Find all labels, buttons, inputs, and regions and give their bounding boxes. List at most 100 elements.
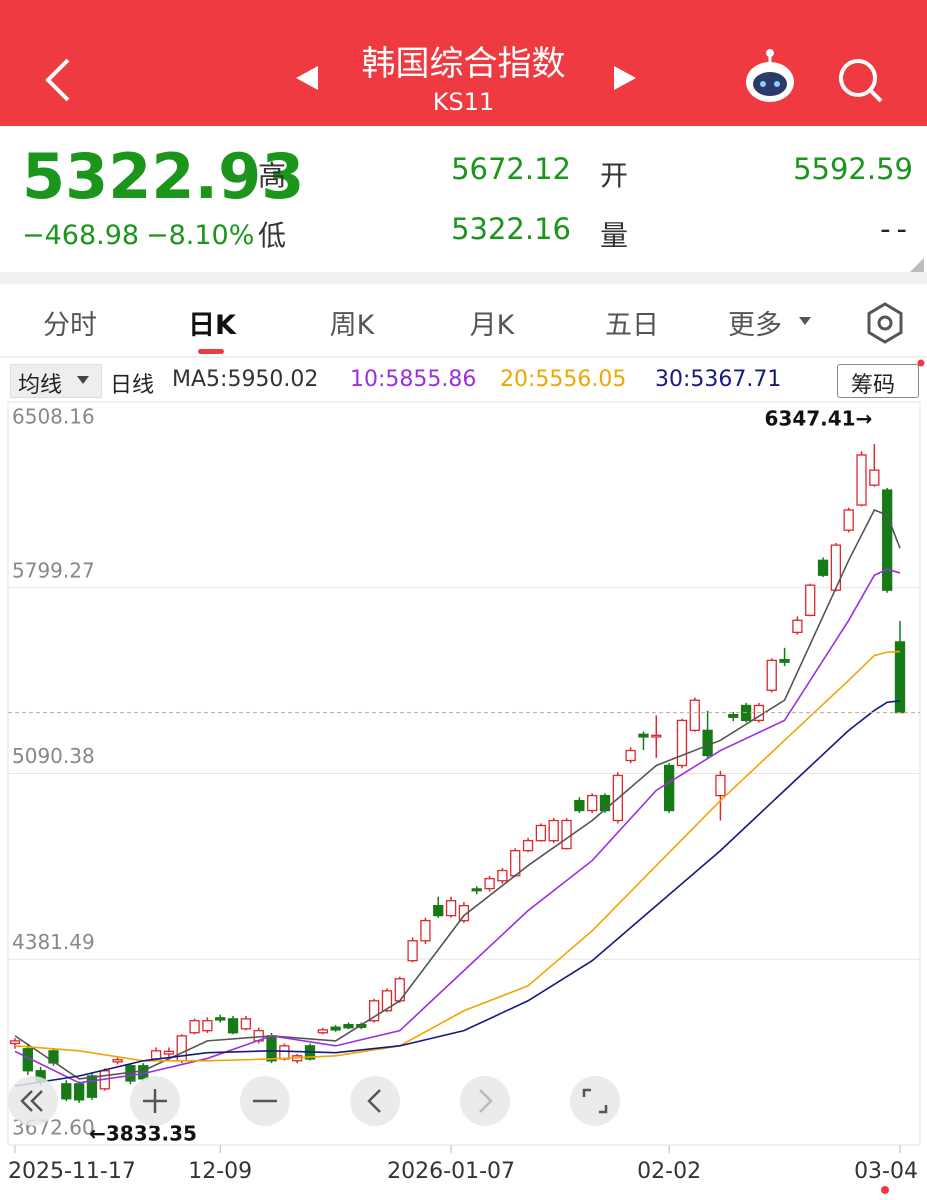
low-label: 低: [258, 219, 287, 252]
fullscreen-button[interactable]: [570, 1076, 620, 1126]
candle-body: [215, 1017, 226, 1021]
candle-body: [202, 1020, 213, 1032]
candle-body: [368, 1000, 380, 1022]
indicator-dropdown[interactable]: [10, 364, 102, 398]
open-value: 5592.59: [793, 152, 913, 186]
ma-line: [14, 700, 901, 1087]
candle-body: [843, 509, 854, 531]
volume-label: 量: [600, 219, 629, 252]
candle-body: [266, 1035, 277, 1062]
candle-body: [638, 733, 649, 738]
tab[interactable]: 日K: [188, 310, 236, 341]
candle-body: [407, 940, 418, 962]
tab[interactable]: 分时: [43, 310, 97, 341]
candle-body: [856, 454, 867, 506]
indicator-label: 均线: [18, 373, 63, 398]
ma-line: [14, 568, 901, 1084]
candle-body: [651, 734, 662, 738]
candle-body: [240, 1018, 252, 1030]
candle-body: [458, 905, 470, 922]
y-tick-label: 6508.16: [12, 405, 95, 429]
change-pct: −8.10%: [146, 220, 255, 251]
tab[interactable]: 周K: [329, 310, 375, 341]
candle-body: [574, 799, 585, 812]
x-tick-label: 2025-11-17: [8, 1159, 136, 1184]
candle-body: [779, 658, 790, 663]
ma-line: [14, 650, 901, 1062]
tab[interactable]: 更多: [728, 310, 782, 341]
candle-body: [150, 1050, 162, 1060]
assistant-icon[interactable]: [746, 49, 794, 102]
volume-value: --: [880, 212, 913, 246]
prev-button[interactable]: [296, 66, 318, 90]
high-value: 5672.12: [451, 152, 571, 186]
tab-divider: [0, 356, 927, 358]
chips-button[interactable]: [837, 364, 919, 398]
expand-corner[interactable]: [910, 258, 924, 272]
candle-body: [522, 840, 534, 852]
candle-body: [625, 749, 636, 762]
candle-body: [381, 990, 393, 1012]
candle-body: [73, 1083, 85, 1101]
candle-body: [766, 659, 777, 691]
control-glyphs: [20, 1088, 608, 1114]
code: KS11: [432, 88, 495, 116]
candle-body: [227, 1018, 239, 1034]
candle-body: [792, 619, 803, 634]
period: 日线: [110, 373, 155, 398]
candle-body: [561, 819, 572, 850]
candle-body: [715, 774, 726, 797]
candle-body: [189, 1020, 200, 1034]
candle-body: [548, 819, 559, 842]
ma-line: [14, 508, 901, 1080]
y-tick-label: 5090.38: [12, 744, 95, 768]
x-tick-label: 02-02: [637, 1159, 701, 1184]
title: 韩国综合指数: [361, 44, 566, 84]
candle-body: [163, 1050, 175, 1055]
candle-body: [869, 469, 880, 486]
high-label: 高: [258, 159, 287, 192]
legend-entry: MA5:5950.02: [172, 367, 319, 392]
notice-dot: [917, 359, 925, 367]
price: 5322.93: [22, 140, 305, 213]
candle-body: [445, 900, 457, 917]
candle-body: [9, 1040, 21, 1045]
legend-entry: 10:5855.86: [350, 367, 477, 392]
candle-body: [663, 764, 675, 812]
top-bar-icons: [45, 49, 883, 103]
active-tab-indicator: [198, 349, 224, 354]
tab[interactable]: 月K: [469, 310, 515, 341]
candle-body: [330, 1026, 341, 1031]
candle-body: [48, 1050, 59, 1064]
candle-body: [676, 719, 688, 767]
candle-body: [279, 1045, 290, 1060]
next-button[interactable]: [614, 66, 636, 90]
zoom-controls: [8, 1076, 620, 1126]
x-tick-label: 12-09: [188, 1159, 252, 1184]
candle-body: [61, 1083, 72, 1100]
page-indicator: [881, 1186, 889, 1194]
min-annotation: ←3833.35: [89, 1121, 197, 1145]
legend-entry: 30:5367.71: [655, 367, 782, 392]
candle-body: [484, 878, 495, 890]
settings-icon[interactable]: [862, 300, 908, 346]
chips-label: 筹码: [851, 373, 896, 398]
tab[interactable]: 五日: [605, 310, 659, 341]
x-tick-label: 03-04: [854, 1159, 918, 1184]
candle-body: [112, 1059, 123, 1063]
candle-body: [510, 849, 521, 877]
candle-body: [830, 544, 842, 591]
y-tick-label: 5799.27: [12, 558, 95, 582]
search-icon[interactable]: [839, 59, 883, 103]
candle-body: [317, 1029, 328, 1034]
back-button[interactable]: [45, 58, 70, 102]
candle-body: [728, 713, 739, 718]
dropdown-arrow: [77, 376, 89, 384]
candle-body: [587, 794, 598, 812]
scroll-left-button[interactable]: [350, 1076, 400, 1126]
scroll-right-button[interactable]: [460, 1076, 510, 1126]
y-tick-label: 4381.49: [12, 930, 95, 954]
candle-body: [343, 1023, 354, 1029]
candle-body: [497, 869, 508, 882]
